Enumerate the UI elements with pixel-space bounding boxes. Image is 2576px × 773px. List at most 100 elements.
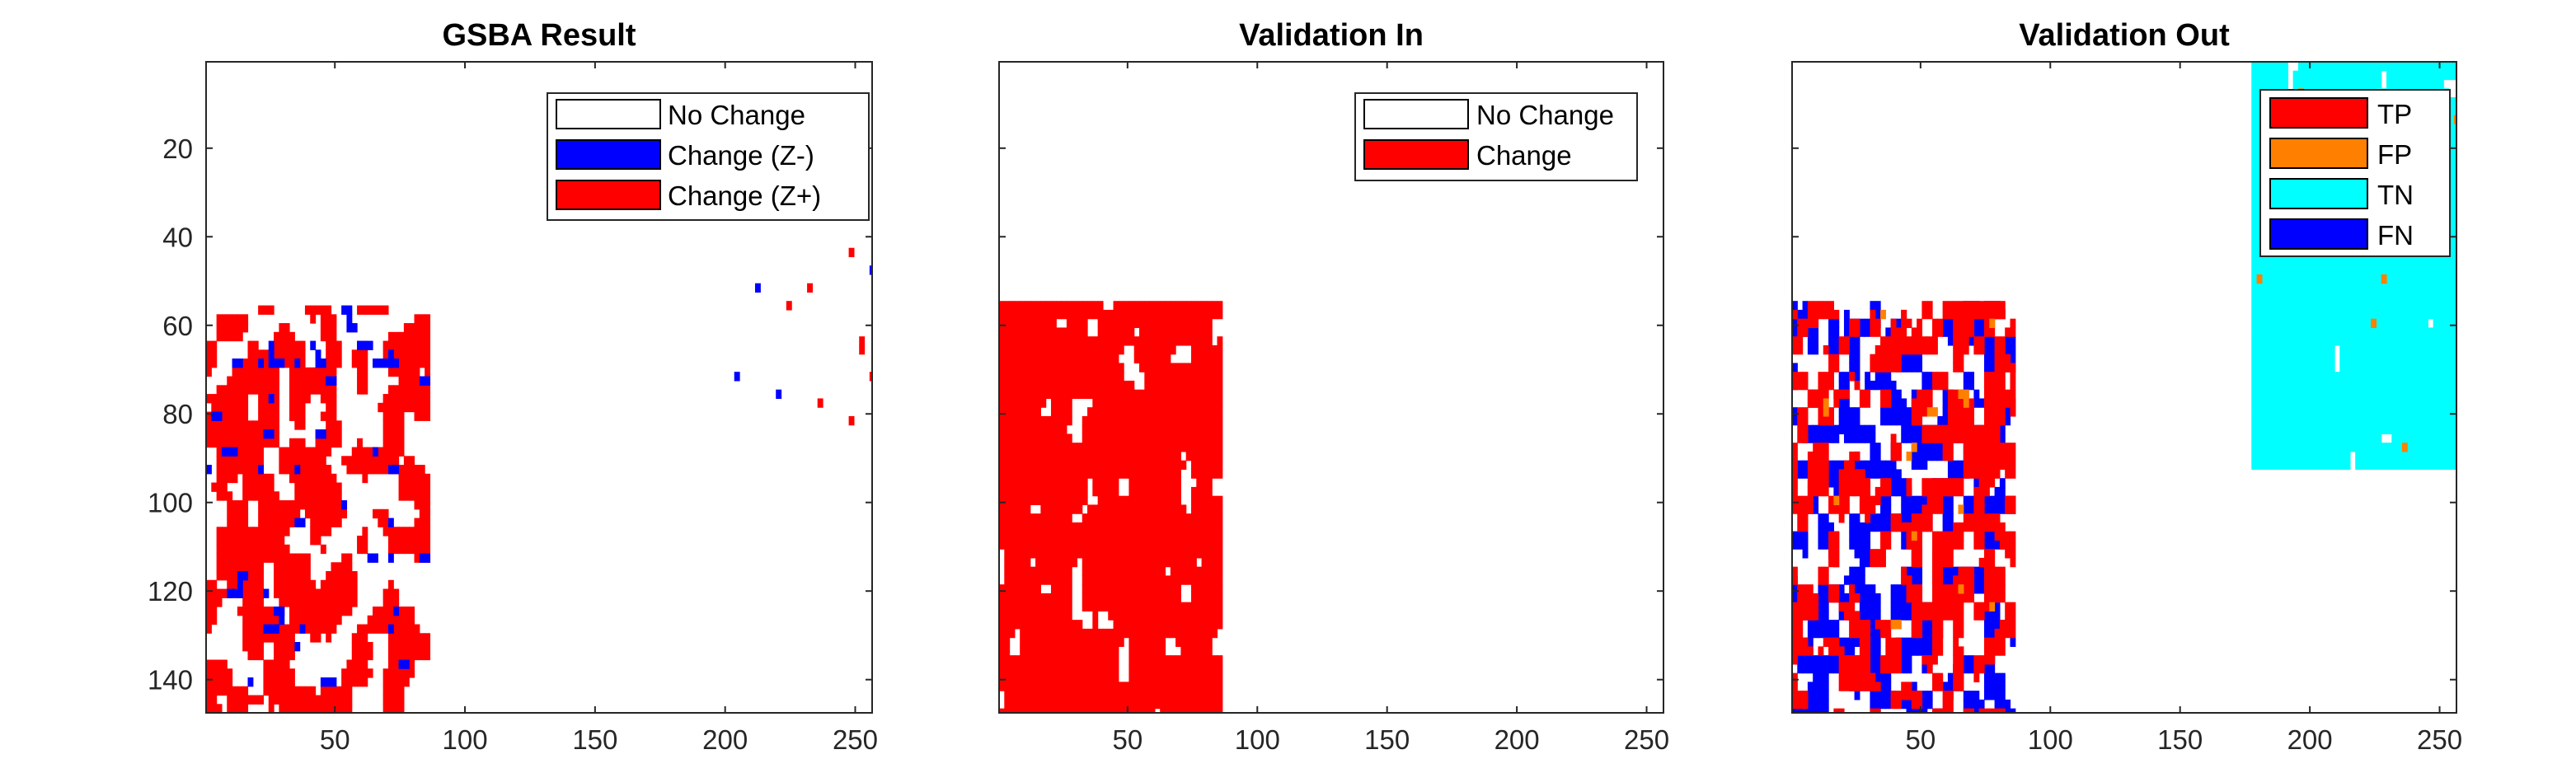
- heatmap-cell: [414, 624, 420, 634]
- heatmap-cell: [362, 624, 368, 634]
- heatmap-cell: [326, 314, 332, 324]
- heatmap-cell: [1994, 443, 2001, 452]
- heatmap-cell: [419, 473, 425, 484]
- heatmap-cell: [1870, 522, 1876, 532]
- heatmap-cell: [1050, 327, 1057, 337]
- heatmap-cell: [1212, 672, 1218, 682]
- heatmap-cell: [326, 607, 332, 616]
- heatmap-cell: [1906, 354, 1912, 364]
- heatmap-cell: [299, 579, 306, 590]
- heatmap-cell: [279, 695, 285, 705]
- heatmap-cell: [1201, 327, 1208, 337]
- heatmap-cell: [1020, 336, 1026, 346]
- heatmap-cell: [403, 376, 410, 386]
- heatmap-cell: [1994, 363, 2001, 372]
- heatmap-cell: [1118, 407, 1124, 417]
- heatmap-cell: [1175, 460, 1181, 471]
- heatmap-cell: [1190, 495, 1197, 506]
- heatmap-cell: [1937, 478, 1944, 488]
- heatmap-cell: [221, 473, 228, 484]
- heatmap-cell: [310, 508, 317, 519]
- heatmap-cell: [1828, 593, 1834, 603]
- heatmap-cell: [403, 367, 410, 377]
- heatmap-cell: [1968, 699, 1974, 710]
- heatmap-cell: [1206, 318, 1213, 329]
- heatmap-cell: [326, 588, 332, 598]
- heatmap-cell: [1911, 549, 1917, 559]
- heatmap-cell: [1865, 682, 1871, 691]
- heatmap-cell: [216, 429, 223, 439]
- heatmap-cell: [1849, 478, 1856, 488]
- heatmap-cell: [1999, 424, 2006, 435]
- heatmap-cell: [247, 420, 254, 430]
- heatmap-cell: [1139, 637, 1145, 647]
- heatmap-cell: [1154, 557, 1161, 568]
- heatmap-cell: [1077, 336, 1083, 346]
- heatmap-cell: [387, 402, 394, 413]
- heatmap-cell: [1854, 433, 1860, 443]
- heatmap-cell: [1149, 486, 1156, 497]
- heatmap-cell: [1066, 495, 1072, 506]
- heatmap-cell: [1212, 628, 1218, 639]
- heatmap-cell: [242, 447, 249, 457]
- heatmap-cell: [1947, 691, 1954, 700]
- heatmap-cell: [304, 553, 311, 563]
- heatmap-cell: [320, 624, 326, 634]
- heatmap-cell: [1885, 682, 1892, 691]
- heatmap-cell: [419, 642, 425, 652]
- heatmap-cell: [1102, 575, 1109, 585]
- heatmap-cell: [289, 340, 295, 350]
- heatmap-cell: [1890, 433, 1897, 443]
- heatmap-cell: [1973, 443, 1980, 452]
- heatmap-cell: [1190, 708, 1197, 713]
- heatmap-cell: [403, 358, 410, 368]
- heatmap-cell: [242, 465, 249, 475]
- heatmap-cell: [299, 615, 306, 625]
- heatmap-cell: [1014, 495, 1021, 506]
- heatmap-cell: [1009, 708, 1016, 713]
- heatmap-cell: [206, 340, 212, 350]
- heatmap-cell: [1906, 637, 1912, 647]
- heatmap-cell: [2251, 141, 2258, 152]
- heatmap-cell: [1865, 495, 1871, 506]
- heatmap-cell: [1035, 575, 1041, 585]
- heatmap-cell: [227, 562, 233, 572]
- heatmap-cell: [1802, 460, 1809, 471]
- heatmap-cell: [1082, 628, 1088, 639]
- heatmap-cell: [1947, 708, 1954, 713]
- heatmap-cell: [335, 579, 342, 590]
- heatmap-cell: [1077, 663, 1083, 674]
- heatmap-cell: [247, 491, 254, 501]
- heatmap-cell: [232, 579, 238, 590]
- heatmap-cell: [1097, 363, 1104, 372]
- heatmap-cell: [1165, 398, 1171, 408]
- heatmap-cell: [1087, 691, 1093, 700]
- heatmap-cell: [1917, 593, 1923, 603]
- heatmap-cell: [304, 624, 311, 634]
- heatmap-cell: [1849, 602, 1856, 611]
- heatmap-cell: [1212, 389, 1218, 400]
- heatmap-cell: [2005, 504, 2011, 514]
- heatmap-cell: [206, 695, 212, 705]
- heatmap-cell: [409, 376, 415, 386]
- heatmap-cell: [1124, 628, 1130, 639]
- heatmap-cell: [1206, 504, 1213, 514]
- heatmap-cell: [409, 536, 415, 546]
- heatmap-cell: [1802, 309, 1809, 320]
- heatmap-cell: [1030, 584, 1036, 594]
- heatmap-cell: [1217, 672, 1223, 682]
- heatmap-cell: [1978, 522, 1985, 532]
- heatmap-cell: [304, 500, 311, 510]
- heatmap-cell: [1942, 407, 1949, 417]
- heatmap-cell: [1165, 620, 1171, 630]
- heatmap-cell: [1854, 327, 1860, 337]
- heatmap-cell: [1973, 469, 1980, 479]
- heatmap-cell: [1045, 575, 1052, 585]
- heatmap-cell: [2005, 327, 2011, 337]
- heatmap-cell: [398, 527, 405, 536]
- heatmap-cell: [1185, 389, 1192, 400]
- heatmap-cell: [1190, 593, 1197, 603]
- heatmap-cell: [1097, 469, 1104, 479]
- heatmap-cell: [1014, 584, 1021, 594]
- heatmap-cell: [1077, 451, 1083, 461]
